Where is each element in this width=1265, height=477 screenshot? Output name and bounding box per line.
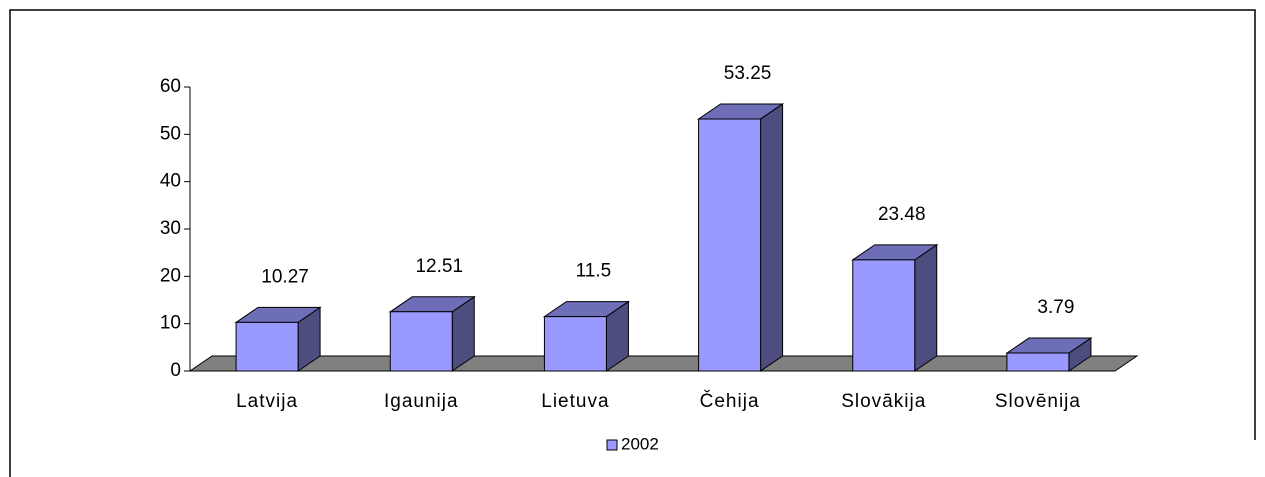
data-label: 53.25 bbox=[724, 63, 772, 84]
data-label: 23.48 bbox=[878, 204, 926, 225]
y-tick-label: 50 bbox=[160, 123, 181, 144]
bar-front bbox=[1006, 352, 1070, 372]
y-tick-label: 10 bbox=[160, 313, 181, 334]
y-tick-label: 40 bbox=[160, 171, 181, 192]
y-tick-label: 0 bbox=[170, 360, 181, 381]
legend-label: 2002 bbox=[621, 434, 659, 453]
bar-front bbox=[235, 321, 299, 372]
data-label: 11.5 bbox=[576, 261, 612, 282]
bar-front bbox=[698, 118, 762, 372]
x-tick-label: Čehija bbox=[700, 390, 760, 412]
bar bbox=[851, 243, 939, 372]
bar-front bbox=[852, 259, 916, 372]
y-tick-label: 30 bbox=[160, 218, 181, 239]
x-tick-label: Latvija bbox=[236, 391, 298, 412]
data-label: 12.51 bbox=[415, 256, 463, 277]
data-label: 10.27 bbox=[261, 266, 309, 287]
x-tick-label: Lietuva bbox=[541, 391, 609, 412]
bar-side bbox=[914, 243, 938, 372]
floor bbox=[188, 355, 1139, 372]
bar bbox=[696, 103, 785, 372]
y-tick-label: 60 bbox=[160, 76, 181, 97]
bar bbox=[542, 300, 631, 372]
legend-swatch bbox=[606, 439, 618, 451]
y-tick-label: 20 bbox=[160, 265, 181, 286]
x-tick-label: Slovākija bbox=[841, 391, 926, 412]
bar-front bbox=[389, 311, 453, 372]
x-tick-label: Igaunija bbox=[384, 391, 459, 412]
bar-side bbox=[760, 103, 784, 372]
bar bbox=[234, 306, 322, 372]
data-label: 3.79 bbox=[1037, 297, 1074, 318]
bar bbox=[388, 295, 476, 372]
x-tick-label: Slovēnija bbox=[995, 391, 1081, 412]
chart-border bbox=[9, 9, 1256, 477]
bar bbox=[1005, 337, 1093, 372]
bar-front bbox=[543, 316, 607, 372]
